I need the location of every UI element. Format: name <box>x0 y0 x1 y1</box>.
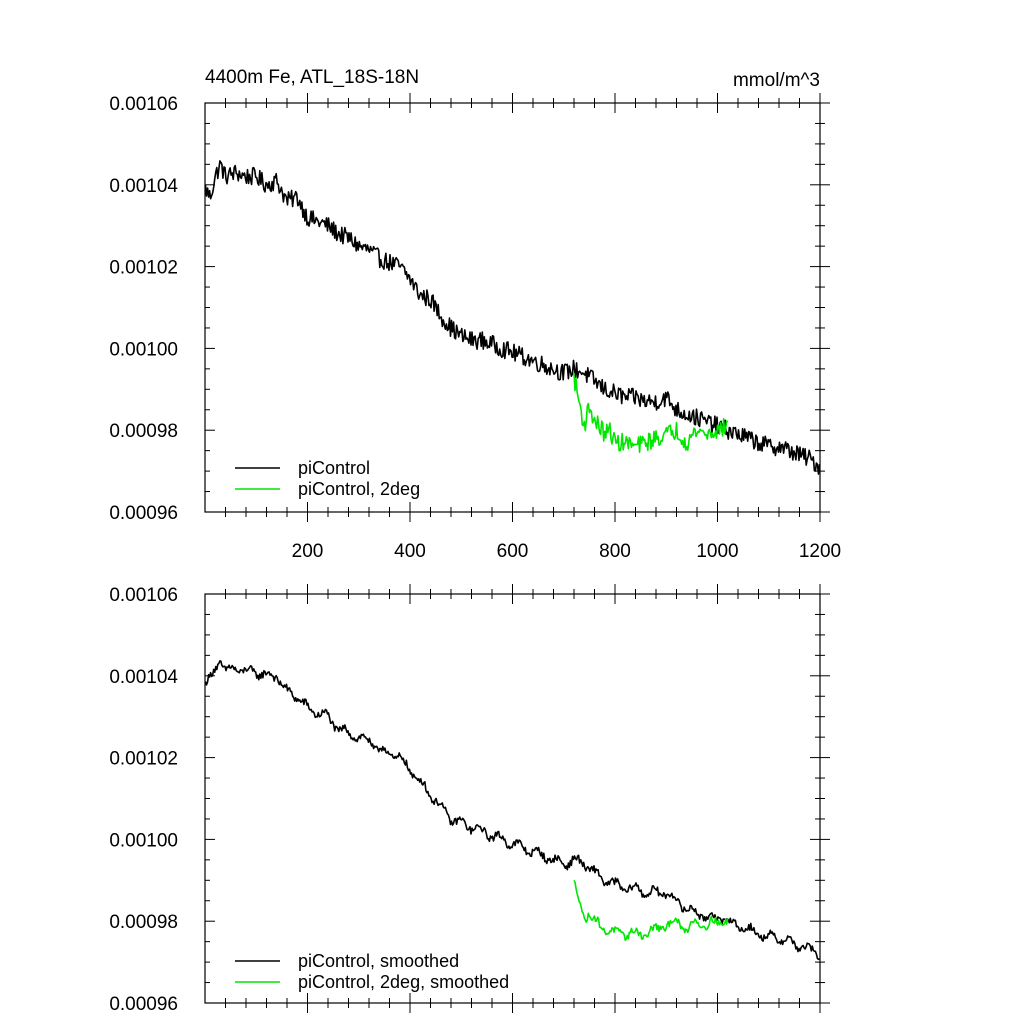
series-line-picontrol-smoothed <box>204 660 820 961</box>
y-tick-label: 0.00102 <box>109 258 178 279</box>
series-line-picontrol <box>204 160 821 475</box>
top-panel-tick-labels: 0.00096 0.00098 0.00100 0.00102 0.00104 0.001… <box>109 94 841 562</box>
chart-title: 4400m Fe, ATL_18S-18N <box>205 67 419 88</box>
series-line-picontrol-2deg-smoothed <box>573 879 729 942</box>
x-tick-label: 200 <box>292 541 324 562</box>
y-tick-label: 0.00102 <box>109 749 178 770</box>
x-tick-label: 1000 <box>696 541 738 562</box>
units-label: mmol/m^3 <box>733 70 820 91</box>
top-panel-series <box>204 160 821 475</box>
y-tick-label: 0.00098 <box>109 912 178 933</box>
bottom-panel-legend: piControl, smoothed piControl, 2deg, smo… <box>235 951 509 992</box>
top-panel-ticks <box>205 93 830 522</box>
y-tick-label: 0.00096 <box>109 994 178 1015</box>
x-tick-label: 400 <box>394 541 426 562</box>
legend-label-picontrol: piControl <box>298 458 370 478</box>
legend-label-picontrol-2deg-smoothed: piControl, 2deg, smoothed <box>298 972 509 992</box>
y-tick-label: 0.00098 <box>109 421 178 442</box>
top-panel: 0.00096 0.00098 0.00100 0.00102 0.00104 0.001… <box>109 67 841 562</box>
bottom-panel-tick-labels: 0.00096 0.00098 0.00100 0.00102 0.00104 0.001… <box>109 585 178 1015</box>
x-tick-label: 800 <box>599 541 631 562</box>
y-tick-label: 0.00100 <box>109 339 178 360</box>
legend-label-picontrol-2deg: piControl, 2deg <box>298 479 420 499</box>
y-tick-label: 0.00106 <box>109 94 178 115</box>
x-tick-label: 600 <box>497 541 529 562</box>
x-tick-label: 1200 <box>799 541 841 562</box>
bottom-panel-frame <box>204 593 821 1004</box>
series-line-picontrol-2deg <box>573 372 729 454</box>
top-panel-legend: piControl piControl, 2deg <box>235 458 420 499</box>
top-panel-frame <box>204 102 821 513</box>
bottom-panel-ticks <box>205 584 830 1013</box>
y-tick-label: 0.00106 <box>109 585 178 606</box>
y-tick-label: 0.00100 <box>109 830 178 851</box>
bottom-panel-series <box>204 660 820 961</box>
y-tick-label: 0.00104 <box>109 176 178 197</box>
y-tick-label: 0.00104 <box>109 667 178 688</box>
legend-label-picontrol-smoothed: piControl, smoothed <box>298 951 459 971</box>
y-tick-label: 0.00096 <box>109 503 178 524</box>
bottom-panel: 0.00096 0.00098 0.00100 0.00102 0.00104 0.001… <box>109 584 830 1015</box>
